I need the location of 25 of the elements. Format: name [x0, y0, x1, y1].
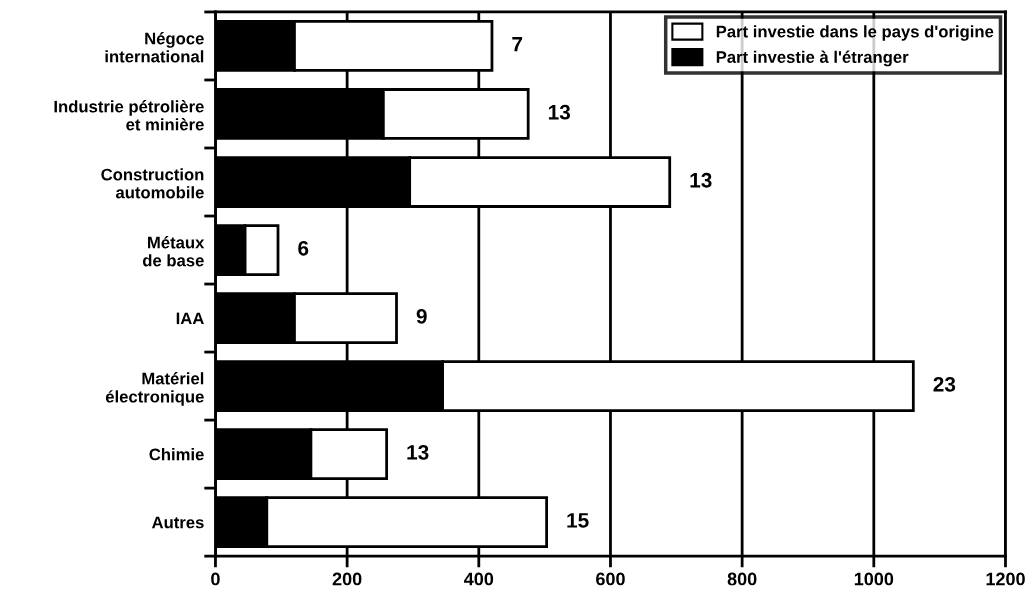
y-tick-label: Construction automobile [101, 168, 204, 199]
y-tick-label: Autres [151, 516, 204, 529]
legend-label: Part investie dans le pays d'origine [716, 25, 994, 41]
x-tick-label: 600 [596, 572, 625, 586]
annotation: 23 [933, 376, 956, 392]
annotation: 6 [298, 240, 309, 256]
legend-label: Part investie à l'étranger [716, 50, 909, 67]
y-tick-label: IAA [176, 312, 204, 325]
annotation: 13 [548, 104, 571, 120]
annotation: 9 [416, 308, 427, 324]
x-tick-label: 1200 [986, 572, 1025, 586]
x-tick-label: 800 [727, 572, 757, 586]
y-tick-label: Industrie pétrolière et minière [54, 100, 204, 131]
annotation: 13 [407, 444, 429, 460]
y-tick-label: Matériel électronique [105, 372, 204, 406]
y-tick-label: Chimie [149, 448, 204, 461]
y-tick-label: Négoce international [105, 32, 204, 63]
x-tick-label: 1000 [854, 572, 894, 586]
x-tick-label: 400 [464, 572, 494, 586]
y-tick-label: Métaux de base [142, 236, 205, 267]
annotation: 15 [567, 513, 589, 528]
x-tick-label: 200 [332, 572, 362, 586]
x-tick-label: 0 [211, 572, 220, 586]
annotation: 7 [512, 37, 523, 52]
annotation: 13 [690, 172, 712, 188]
